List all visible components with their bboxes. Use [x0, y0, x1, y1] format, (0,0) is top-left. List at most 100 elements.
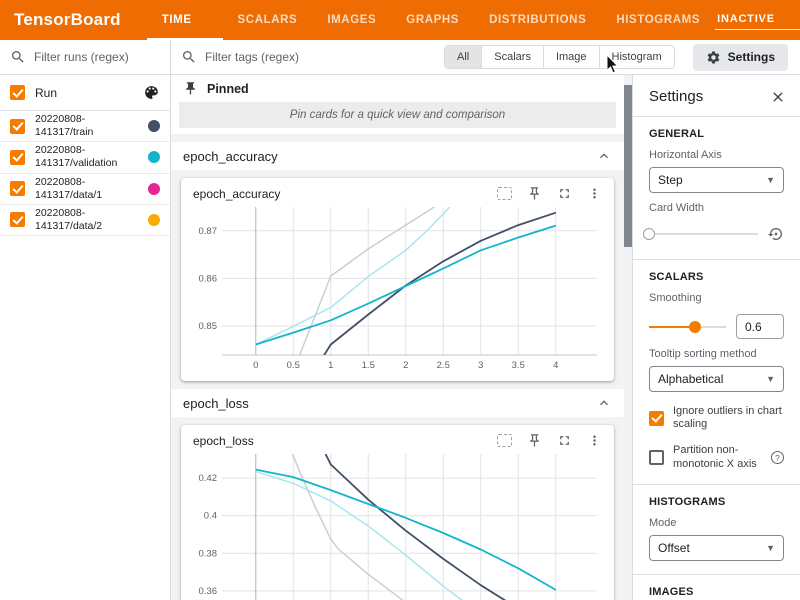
tab-time-series[interactable]: TIME SERIES [147, 0, 223, 40]
reload-status-dropdown[interactable]: INACTIVE ▼ [715, 11, 800, 30]
partition-x-axis-checkbox[interactable] [649, 450, 664, 465]
fullscreen-icon[interactable] [557, 186, 572, 201]
run-checkbox[interactable] [10, 181, 25, 196]
close-icon[interactable] [770, 89, 786, 105]
tag-type-filter-group: All Scalars Image Histogram [444, 45, 675, 69]
main-tabs: TIME SERIES SCALARS IMAGES GRAPHS DISTRI… [147, 0, 715, 40]
run-name: 20220808-141317/train [35, 113, 138, 139]
run-name: 20220808-141317/data/2 [35, 207, 138, 233]
more-options-icon[interactable] [587, 433, 602, 448]
ignore-outliers-label: Ignore outliers in chart scaling [673, 405, 784, 431]
epoch-accuracy-line-chart[interactable]: 00.511.522.533.540.850.860.87 [184, 203, 609, 375]
cards-scroll-area: Pinned Pin cards for a quick view and co… [171, 75, 624, 600]
collapse-chevron-icon[interactable] [596, 395, 612, 411]
epoch-loss-line-chart[interactable]: 00.511.522.533.540.360.380.40.42 [184, 450, 609, 600]
svg-text:0.36: 0.36 [199, 586, 218, 597]
histograms-heading: HISTOGRAMS [649, 496, 784, 508]
svg-text:0.86: 0.86 [199, 273, 218, 284]
data-selection-icon[interactable] [497, 434, 512, 447]
settings-images-section: IMAGES Brightness Contrast [633, 575, 800, 600]
svg-text:0.38: 0.38 [199, 548, 218, 559]
histogram-mode-select[interactable]: Offset ▼ [649, 535, 784, 561]
settings-scalars-section: SCALARS Smoothing Tooltip sorting method… [633, 260, 800, 484]
section-body: epoch_accuracy 00.511.522.533.540.850.86… [171, 170, 624, 389]
data-selection-icon[interactable] [497, 187, 512, 200]
filter-runs-box [0, 40, 170, 75]
chevron-down-icon: ▼ [766, 175, 775, 185]
svg-text:0.4: 0.4 [204, 511, 217, 522]
tags-toolbar: All Scalars Image Histogram Settings [171, 40, 800, 75]
section-title: epoch_loss [183, 396, 249, 411]
card-title: epoch_accuracy [193, 187, 280, 201]
images-heading: IMAGES [649, 586, 784, 598]
card-header: epoch_accuracy [181, 178, 614, 203]
collapse-chevron-icon[interactable] [596, 148, 612, 164]
smoothing-input[interactable] [736, 314, 784, 339]
reset-icon[interactable] [768, 226, 784, 242]
tab-distributions[interactable]: DISTRIBUTIONS [474, 0, 601, 40]
scalars-heading: SCALARS [649, 271, 784, 283]
run-row-data-1[interactable]: 20220808-141317/data/1 [0, 174, 170, 205]
help-icon[interactable] [771, 451, 784, 464]
run-color-dot [148, 183, 160, 195]
horizontal-axis-select[interactable]: Step ▼ [649, 167, 784, 193]
navbar-actions: INACTIVE ▼ [715, 11, 800, 30]
general-heading: GENERAL [649, 128, 784, 140]
pinned-header: Pinned [171, 75, 624, 102]
run-row-data-2[interactable]: 20220808-141317/data/2 [0, 205, 170, 236]
select-all-runs-checkbox[interactable] [10, 85, 25, 100]
tab-histograms[interactable]: HISTOGRAMS [601, 0, 715, 40]
run-color-dot [148, 151, 160, 163]
tooltip-sorting-select[interactable]: Alphabetical ▼ [649, 366, 784, 392]
filter-scalars-button[interactable]: Scalars [481, 46, 543, 68]
scalar-card-epoch-loss: epoch_loss 00.511.522.533.540.360.380.40… [181, 425, 614, 600]
slider-knob[interactable] [689, 321, 701, 333]
filter-runs-input[interactable] [34, 50, 160, 64]
smoothing-slider[interactable] [649, 326, 726, 328]
pinned-section: Pinned Pin cards for a quick view and co… [171, 75, 624, 134]
tab-graphs[interactable]: GRAPHS [391, 0, 474, 40]
mode-label: Mode [649, 517, 784, 529]
ignore-outliers-row: Ignore outliers in chart scaling [649, 405, 784, 431]
search-icon [181, 49, 197, 65]
svg-text:2: 2 [403, 360, 408, 371]
svg-text:0.85: 0.85 [199, 321, 218, 332]
svg-text:0.42: 0.42 [199, 473, 218, 484]
filter-image-button[interactable]: Image [543, 46, 599, 68]
section-header-epoch-loss[interactable]: epoch_loss [171, 389, 624, 417]
tooltip-sorting-label: Tooltip sorting method [649, 348, 784, 360]
section-header-epoch-accuracy[interactable]: epoch_accuracy [171, 142, 624, 170]
run-row-train[interactable]: 20220808-141317/train [0, 111, 170, 142]
card-width-slider[interactable] [649, 233, 758, 235]
card-width-label: Card Width [649, 202, 784, 214]
scalar-card-epoch-accuracy: epoch_accuracy 00.511.522.533.540.850.86… [181, 178, 614, 381]
tab-scalars[interactable]: SCALARS [223, 0, 313, 40]
gear-icon [706, 50, 721, 65]
run-color-dot [148, 214, 160, 226]
slider-knob[interactable] [643, 228, 655, 240]
filter-histogram-button[interactable]: Histogram [599, 46, 674, 68]
run-checkbox[interactable] [10, 150, 25, 165]
run-checkbox[interactable] [10, 212, 25, 227]
filter-tags-input[interactable] [205, 50, 436, 64]
svg-text:0.87: 0.87 [199, 226, 218, 237]
ignore-outliers-checkbox[interactable] [649, 411, 664, 426]
search-icon [10, 49, 26, 65]
svg-text:0.5: 0.5 [287, 360, 300, 371]
pin-icon [183, 81, 198, 96]
card-title: epoch_loss [193, 434, 254, 448]
palette-icon [143, 84, 160, 101]
tab-images[interactable]: IMAGES [312, 0, 391, 40]
tensorboard-app: TensorBoard TIME SERIES SCALARS IMAGES G… [0, 0, 800, 600]
run-name: 20220808-141317/validation [35, 144, 138, 170]
pin-outline-icon[interactable] [527, 186, 542, 201]
fullscreen-icon[interactable] [557, 433, 572, 448]
settings-button[interactable]: Settings [693, 44, 788, 71]
more-options-icon[interactable] [587, 186, 602, 201]
filter-all-button[interactable]: All [445, 46, 481, 68]
pin-outline-icon[interactable] [527, 433, 542, 448]
section-title: epoch_accuracy [183, 149, 278, 164]
run-row-validation[interactable]: 20220808-141317/validation [0, 142, 170, 173]
scrollbar-thumb[interactable] [624, 85, 632, 247]
run-checkbox[interactable] [10, 119, 25, 134]
